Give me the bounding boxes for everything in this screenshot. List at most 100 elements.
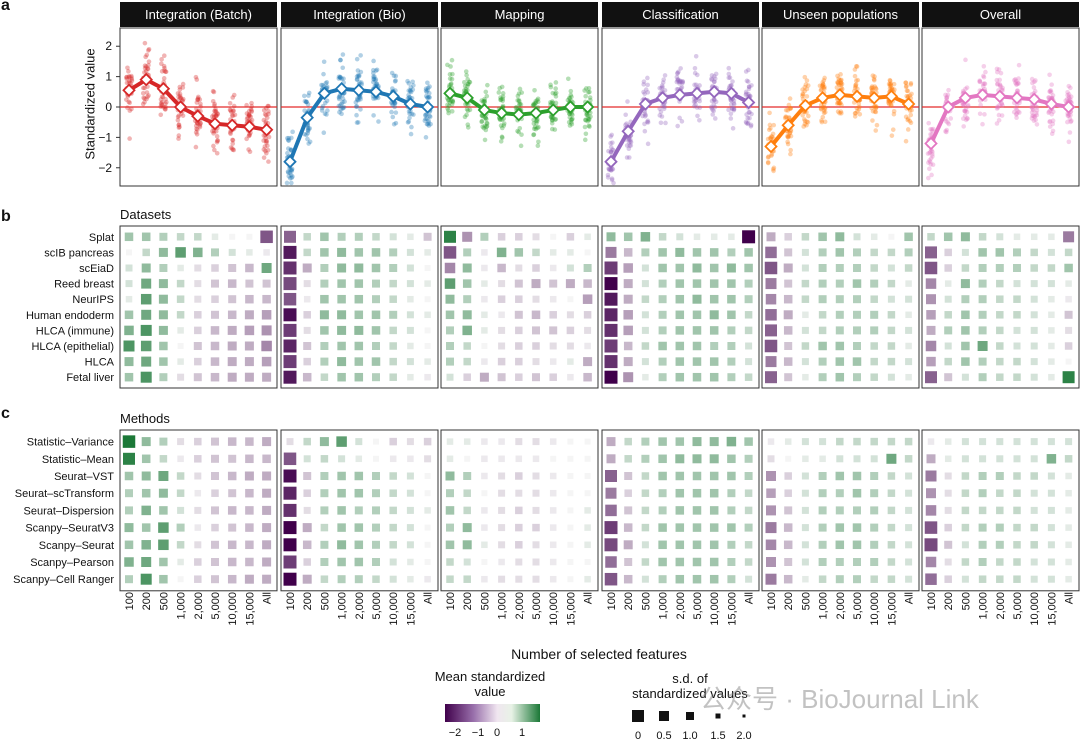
scatter-point xyxy=(372,74,377,79)
dataset-cell xyxy=(904,248,913,257)
scatter-point xyxy=(285,137,291,143)
scatter-point xyxy=(609,176,615,182)
scatter-point xyxy=(872,84,878,89)
dataset-cell xyxy=(961,310,970,320)
scatter-point xyxy=(642,91,647,97)
scatter-point xyxy=(142,70,147,75)
scatter-point xyxy=(142,40,148,46)
dataset-cell xyxy=(515,264,523,272)
dataset-cell xyxy=(887,326,896,335)
dataset-cell xyxy=(818,341,827,351)
method-cell xyxy=(125,575,133,584)
mean-tick-label: −1 xyxy=(472,727,485,739)
method-cell xyxy=(870,506,879,515)
facet-strip-label: Integration (Batch) xyxy=(145,7,252,22)
scatter-point xyxy=(339,111,344,117)
method-cell xyxy=(606,454,616,464)
scatter-point xyxy=(177,94,183,99)
dataset-cell xyxy=(853,326,861,335)
method-cell xyxy=(337,488,346,498)
scatter-point xyxy=(248,106,254,112)
scatter-point xyxy=(227,107,233,113)
method-cell xyxy=(498,455,505,463)
scatter-point xyxy=(406,88,412,93)
method-cell xyxy=(852,471,862,481)
sd-square xyxy=(686,712,694,720)
scatter-point xyxy=(608,134,613,139)
dataset-cell xyxy=(142,248,150,257)
scatter-point xyxy=(409,111,415,117)
scatter-point xyxy=(244,111,250,116)
scatter-point xyxy=(926,120,931,126)
dataset-cell xyxy=(211,295,219,303)
dataset-cell xyxy=(444,230,456,243)
dataset-cell xyxy=(641,342,650,350)
scatter-point xyxy=(447,76,453,81)
method-cell xyxy=(766,471,776,481)
method-cell xyxy=(870,437,878,446)
facet-strip xyxy=(441,2,598,27)
scatter-point xyxy=(1066,139,1072,145)
method-cell xyxy=(406,506,414,514)
dataset-cell xyxy=(692,248,702,257)
dataset-row-label: Reed breast xyxy=(54,279,114,291)
dataset-cell xyxy=(284,230,296,243)
dataset-cell xyxy=(244,357,254,367)
method-cell xyxy=(658,523,667,532)
scatter-point xyxy=(265,103,271,109)
scatter-point xyxy=(319,108,325,113)
method-cell xyxy=(904,437,913,446)
method-cell xyxy=(407,558,414,566)
scatter-point xyxy=(692,82,697,88)
method-cell xyxy=(244,574,254,584)
method-cell xyxy=(424,575,431,583)
method-cell xyxy=(262,540,272,550)
scatter-point xyxy=(497,85,502,91)
dataset-cell xyxy=(371,263,381,273)
x-tick-label: 2,000 xyxy=(835,592,847,620)
method-cell xyxy=(1047,524,1055,532)
method-row-label: Seurat–scTransform xyxy=(15,488,114,500)
scatter-point xyxy=(389,70,395,76)
dataset-cell xyxy=(675,326,685,335)
x-tick-label: 100 xyxy=(926,592,938,610)
dataset-cell xyxy=(978,264,987,272)
dataset-cell xyxy=(159,232,168,241)
scatter-point xyxy=(143,54,148,60)
dataset-cell xyxy=(320,248,329,257)
scatter-point xyxy=(839,110,844,116)
scatter-point xyxy=(1011,109,1017,115)
method-cell xyxy=(227,437,237,446)
method-cell xyxy=(1013,455,1021,463)
dataset-cell xyxy=(424,249,431,256)
sd-tick-label: 1.0 xyxy=(682,730,697,741)
scatter-point xyxy=(697,98,702,104)
dataset-cell xyxy=(261,310,272,320)
method-cell xyxy=(624,437,632,446)
scatter-point xyxy=(211,143,216,149)
method-row-label: Statistic–Mean xyxy=(42,454,114,466)
dataset-cell xyxy=(709,310,719,320)
dataset-cell xyxy=(744,295,753,304)
dataset-cell xyxy=(263,249,270,256)
scatter-point xyxy=(449,57,455,63)
dataset-cell xyxy=(835,310,844,319)
dataset-cell xyxy=(641,326,649,334)
method-cell xyxy=(211,523,219,532)
scatter-point xyxy=(996,112,1002,118)
method-cell xyxy=(961,558,970,566)
scatter-point xyxy=(143,68,149,74)
dataset-cell xyxy=(246,233,253,240)
method-cell xyxy=(727,489,736,498)
scatter-point xyxy=(410,87,416,92)
method-cell xyxy=(567,490,574,497)
method-cell xyxy=(978,558,987,566)
method-cell xyxy=(194,524,202,531)
scatter-point xyxy=(946,121,952,127)
scatter-point xyxy=(553,94,559,99)
dataset-cell xyxy=(125,264,133,272)
method-cell xyxy=(283,555,297,569)
scatter-point xyxy=(839,102,844,108)
dataset-cell xyxy=(210,357,220,366)
method-cell xyxy=(675,557,685,567)
